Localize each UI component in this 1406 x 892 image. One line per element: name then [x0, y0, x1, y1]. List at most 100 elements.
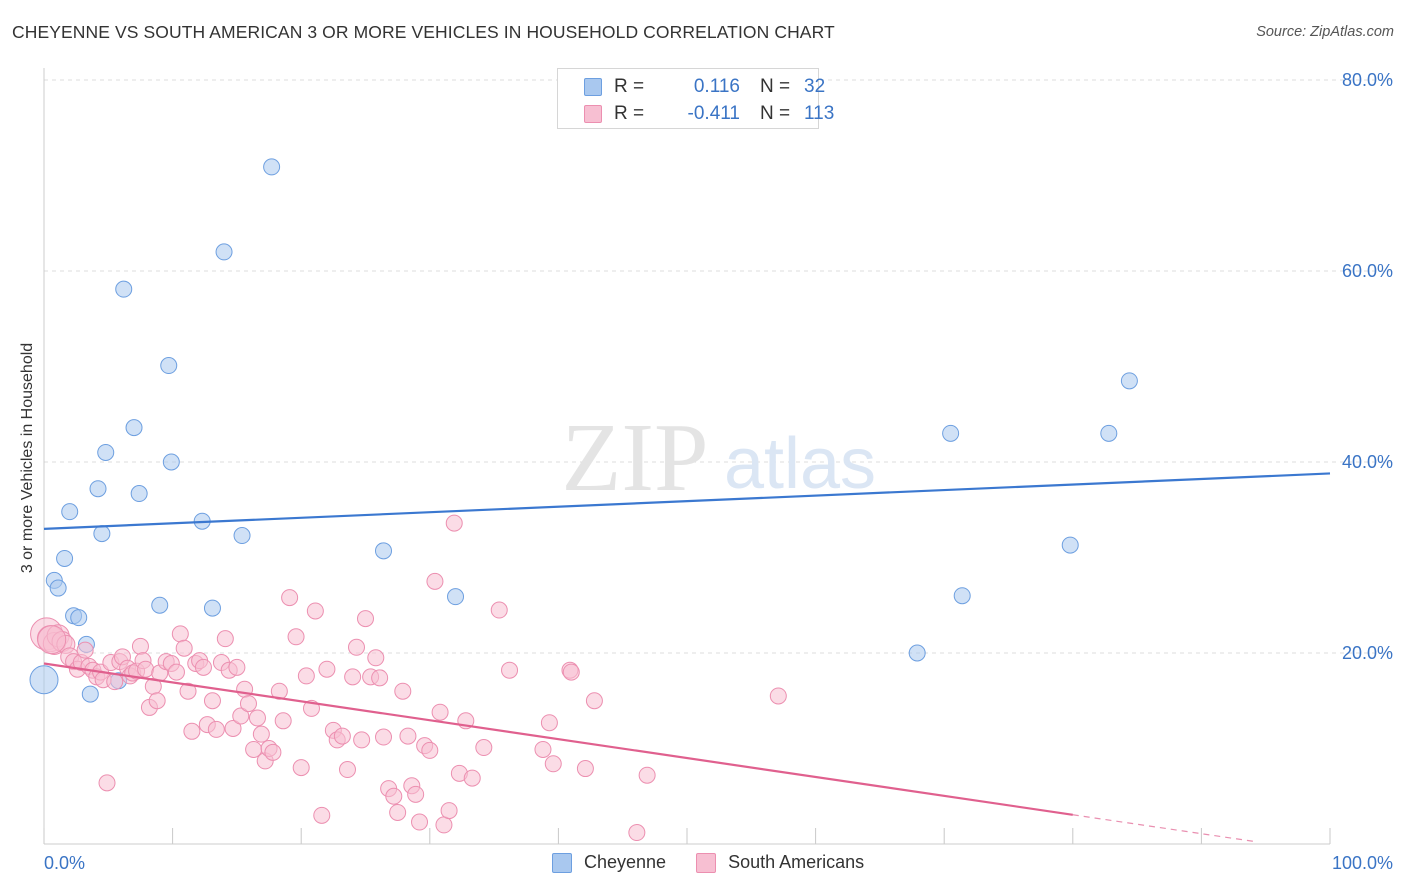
south-americans-point	[576, 760, 594, 778]
cheyenne-point	[89, 480, 107, 498]
south-americans-point	[232, 707, 250, 725]
y-tick-label: 40.0%	[1342, 452, 1393, 472]
south-americans-point	[183, 722, 201, 740]
south-americans-point	[338, 761, 356, 779]
legend-item-south-americans: South Americans	[696, 852, 864, 873]
legend-swatch-south-americans	[696, 852, 717, 873]
y-tick-label: 80.0%	[1342, 70, 1393, 90]
south-americans-point	[357, 610, 374, 628]
legend-item-cheyenne: Cheyenne	[552, 852, 666, 873]
south-americans-point	[490, 601, 508, 619]
cheyenne-point	[81, 685, 99, 703]
cheyenne-point	[375, 542, 393, 560]
south-americans-point	[224, 719, 242, 737]
south-americans-point	[306, 602, 324, 620]
south-americans-point	[37, 625, 67, 655]
cheyenne-point	[56, 549, 74, 567]
south-americans-point	[445, 514, 463, 532]
south-americans-point	[544, 755, 562, 773]
south-americans-point	[628, 824, 646, 842]
south-americans-point	[353, 731, 371, 749]
south-americans-point	[501, 661, 519, 679]
cheyenne-point	[61, 503, 79, 521]
south-americans-trend-line	[43, 662, 1073, 816]
south-americans-point	[106, 673, 124, 691]
south-americans-point	[239, 695, 257, 713]
cheyenne-point	[215, 243, 233, 261]
south-americans-point	[411, 813, 429, 831]
cheyenne-point	[125, 419, 143, 437]
y-tick-label: 60.0%	[1342, 261, 1393, 281]
cheyenne-point	[233, 527, 251, 545]
south-americans-point	[347, 638, 365, 656]
south-americans-point	[313, 806, 331, 824]
south-americans-point	[292, 759, 310, 777]
cheyenne-point	[160, 357, 178, 375]
x-tick-label: 0.0%	[44, 853, 85, 873]
south-americans-point	[148, 692, 166, 710]
series-legend: Cheyenne South Americans	[552, 852, 894, 873]
cheyenne-point	[942, 424, 960, 442]
legend-swatch-south-americans	[584, 105, 602, 123]
legend-r-value: -0.411	[687, 103, 740, 124]
south-americans-point	[252, 725, 270, 743]
legend-r-label: R =	[614, 76, 645, 97]
south-americans-point	[179, 682, 197, 700]
x-tick-label: 100.0%	[1332, 853, 1393, 873]
legend-row-cheyenne: R = 0.116 N = 32	[584, 75, 825, 99]
south-americans-point	[76, 641, 94, 659]
legend-swatch-cheyenne	[584, 78, 602, 96]
south-americans-point	[585, 692, 603, 710]
watermark-atlas: atlas	[724, 424, 876, 504]
south-americans-point	[399, 727, 417, 745]
south-americans-point	[228, 658, 246, 676]
south-americans-point	[216, 630, 234, 648]
south-americans-point	[264, 743, 282, 761]
south-americans-point	[171, 625, 189, 643]
legend-swatch-cheyenne	[552, 852, 572, 873]
cheyenne-point	[203, 599, 221, 617]
south-americans-point	[318, 660, 336, 678]
south-americans-point	[344, 668, 362, 686]
south-americans-point	[421, 741, 439, 759]
south-americans-point	[394, 682, 412, 700]
tick-labels: 20.0% 40.0% 60.0% 80.0% 0.0% 100.0%	[44, 70, 1393, 873]
south-americans-point	[769, 687, 787, 705]
south-americans-point	[297, 667, 315, 685]
south-americans-point	[426, 572, 444, 590]
cheyenne-point	[29, 665, 59, 695]
cheyenne-point	[151, 596, 169, 614]
y-tick-label: 20.0%	[1342, 643, 1393, 663]
legend-r-value: 0.116	[693, 76, 740, 97]
south-americans-point	[98, 774, 116, 792]
trend-lines	[43, 472, 1331, 843]
cheyenne-point	[953, 587, 971, 605]
cheyenne-point	[130, 485, 148, 503]
cheyenne-point	[93, 525, 111, 543]
cheyenne-point	[263, 158, 281, 176]
south-americans-point	[333, 727, 351, 745]
stats-legend: R = 0.116 N = 32 R = -0.411 N = 113	[557, 68, 834, 129]
cheyenne-point	[1100, 424, 1118, 442]
legend-r-label: R =	[614, 103, 645, 124]
legend-n-value: 113	[804, 103, 835, 124]
south-americans-point	[203, 692, 221, 710]
south-americans-point	[389, 803, 407, 821]
south-americans-point	[435, 816, 453, 834]
legend-row-south-americans: R = -0.411 N = 113	[584, 102, 834, 126]
chart-title: CHEYENNE VS SOUTH AMERICAN 3 OR MORE VEH…	[12, 22, 835, 42]
south-americans-point	[194, 658, 212, 676]
source-label: Source: ZipAtlas.com	[1256, 24, 1394, 40]
south-americans-point	[375, 728, 393, 746]
cheyenne-point	[908, 644, 926, 662]
cheyenne-trend-line	[43, 472, 1331, 530]
south-americans-point	[440, 802, 458, 820]
cheyenne-point	[447, 588, 465, 606]
cheyenne-point	[162, 453, 180, 471]
south-americans-point	[131, 637, 149, 655]
cheyenne-point	[1120, 372, 1138, 390]
south-americans-trend-line-extension	[1072, 814, 1257, 843]
south-americans-point	[407, 785, 425, 803]
legend-n-value: 32	[804, 76, 826, 97]
